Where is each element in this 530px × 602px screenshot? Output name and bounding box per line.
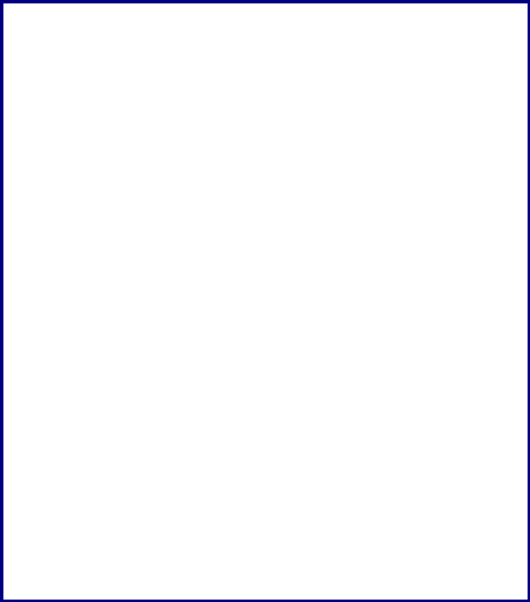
Text: Dhenkanal: Dhenkanal xyxy=(6,376,77,389)
Bar xyxy=(30,88,66,90)
Text: Malkanagiri: Malkanagiri xyxy=(253,491,331,504)
Text: Meteorological  Centre Bhubaneswar: Meteorological Centre Bhubaneswar xyxy=(115,26,507,45)
Text: 9.0: 9.0 xyxy=(223,399,244,412)
Text: Bhubaneswar: Bhubaneswar xyxy=(6,422,96,435)
Bar xyxy=(2,2,94,98)
Text: Keonjhar: Keonjhar xyxy=(6,330,66,344)
Text: Bolangir: Bolangir xyxy=(253,308,309,321)
Text: Chandbali: Chandbali xyxy=(6,147,72,161)
Text: Koraput: Koraput xyxy=(253,514,306,527)
Text: 0.0: 0.0 xyxy=(502,422,523,435)
Text: 69.2: 69.2 xyxy=(215,239,244,252)
Text: Sonepur: Sonepur xyxy=(253,353,308,367)
Text: 167.6: 167.6 xyxy=(207,147,244,161)
Text: 21.2: 21.2 xyxy=(215,308,244,321)
Text: Phulbani: Phulbani xyxy=(6,559,64,573)
Text: Rayagada: Rayagada xyxy=(253,559,319,573)
Text: Kendrapada: Kendrapada xyxy=(6,239,86,252)
Text: Deogarh: Deogarh xyxy=(6,491,63,504)
Text: Station: Station xyxy=(37,125,91,138)
Text: 0.0: 0.0 xyxy=(502,468,523,481)
Text: 0.0: 0.0 xyxy=(502,353,523,367)
Text: 26 October 2024: 26 October 2024 xyxy=(338,102,468,116)
Text: Cuttack: Cuttack xyxy=(6,285,57,298)
Text: Balasore: Balasore xyxy=(6,216,64,229)
Text: 2.6: 2.6 xyxy=(502,170,523,184)
Text: 0.0: 0.0 xyxy=(502,514,523,527)
Text: 14.8: 14.8 xyxy=(215,353,244,367)
Text: Daringibadi: Daringibadi xyxy=(6,468,83,481)
Text: Puri: Puri xyxy=(253,147,280,161)
Text: 0.0: 0.0 xyxy=(502,399,523,412)
Text: 2.9: 2.9 xyxy=(502,147,523,161)
Text: 0.0: 0.0 xyxy=(502,536,523,550)
Text: Bhadrak: Bhadrak xyxy=(6,170,61,184)
Text: Rainfall (mm): Rainfall (mm) xyxy=(408,125,509,138)
Circle shape xyxy=(16,18,80,82)
Text: 1.2: 1.2 xyxy=(502,239,523,252)
Text: Hirakud: Hirakud xyxy=(253,376,305,389)
Text: Nayagarh: Nayagarh xyxy=(253,193,317,206)
Text: 7.0: 7.0 xyxy=(223,468,244,481)
Text: 10.2: 10.2 xyxy=(215,376,244,389)
Text: Rourkela: Rourkela xyxy=(253,170,312,184)
Text: 161.0: 161.0 xyxy=(207,170,244,184)
Text: Baripada: Baripada xyxy=(6,262,66,275)
Text: 0.0: 0.0 xyxy=(502,308,523,321)
Text: 25.4: 25.4 xyxy=(215,285,244,298)
Text: India Meteorological Department: India Meteorological Department xyxy=(156,58,466,76)
Bar xyxy=(2,120,528,143)
Text: Bargarh: Bargarh xyxy=(253,330,307,344)
Text: 3.0: 3.0 xyxy=(223,582,244,595)
Text: Bhawanipatna: Bhawanipatna xyxy=(6,582,101,595)
Text: 87.6: 87.6 xyxy=(215,216,244,229)
Text: Angul: Angul xyxy=(6,445,44,458)
Text: Jajpur: Jajpur xyxy=(6,193,45,206)
Text: 3.0: 3.0 xyxy=(223,559,244,573)
Text: 0.0: 0.0 xyxy=(502,491,523,504)
Bar xyxy=(94,2,528,98)
Text: Jharsuguda: Jharsuguda xyxy=(253,285,328,298)
Bar xyxy=(30,92,66,94)
Text: Sambalpur: Sambalpur xyxy=(253,399,325,412)
Bar xyxy=(2,98,528,120)
Text: 5.0: 5.0 xyxy=(223,514,244,527)
Text: 52.0: 52.0 xyxy=(215,262,244,275)
Text: Khordha: Khordha xyxy=(6,514,62,527)
Text: 0.0: 0.0 xyxy=(502,559,523,573)
Text: Paralakhemundi: Paralakhemundi xyxy=(253,445,360,458)
Text: Nawarangpur: Nawarangpur xyxy=(253,536,343,550)
Text: 0.0: 0.0 xyxy=(502,330,523,344)
Text: 4.0: 4.0 xyxy=(223,536,244,550)
Text: Nuapada: Nuapada xyxy=(253,468,312,481)
Text: Titilagarh: Titilagarh xyxy=(253,216,317,229)
Text: 5.8: 5.8 xyxy=(223,491,244,504)
Text: Chatrapur: Chatrapur xyxy=(253,239,320,252)
Text: Rainfall (mm): Rainfall (mm) xyxy=(137,125,238,138)
Text: 2.0: 2.0 xyxy=(502,216,523,229)
Text: 0.8: 0.8 xyxy=(502,262,523,275)
Text: 17.3: 17.3 xyxy=(215,330,244,344)
Text: Jagatsinghpur: Jagatsinghpur xyxy=(6,308,99,321)
Text: 2.0: 2.0 xyxy=(502,193,523,206)
Bar xyxy=(30,90,66,92)
Text: 143.0: 143.0 xyxy=(207,193,244,206)
Text: Talcher: Talcher xyxy=(6,399,54,412)
Text: N.B.: Extremely Heavy Rainfall (>=204.5mm); Very
Heavy Rainfall (115.6mm - 204.4: N.B.: Extremely Heavy Rainfall (>=204.5m… xyxy=(263,573,514,602)
Text: Gopalpur: Gopalpur xyxy=(253,262,314,275)
Text: Station: Station xyxy=(292,125,346,138)
Text: 8.4: 8.4 xyxy=(223,422,244,435)
Text: 0.0: 0.0 xyxy=(502,445,523,458)
Text: 0.0: 0.0 xyxy=(502,376,523,389)
Text: Boudh: Boudh xyxy=(6,536,48,550)
Text: Sundergarh: Sundergarh xyxy=(253,422,331,435)
Text: 7.0: 7.0 xyxy=(223,445,244,458)
Text: TRACE: TRACE xyxy=(480,285,523,298)
Text: Rainfall (in mm) at 08:30Hrs IST of: Rainfall (in mm) at 08:30Hrs IST of xyxy=(65,102,338,116)
Text: Paradeep: Paradeep xyxy=(6,353,69,367)
